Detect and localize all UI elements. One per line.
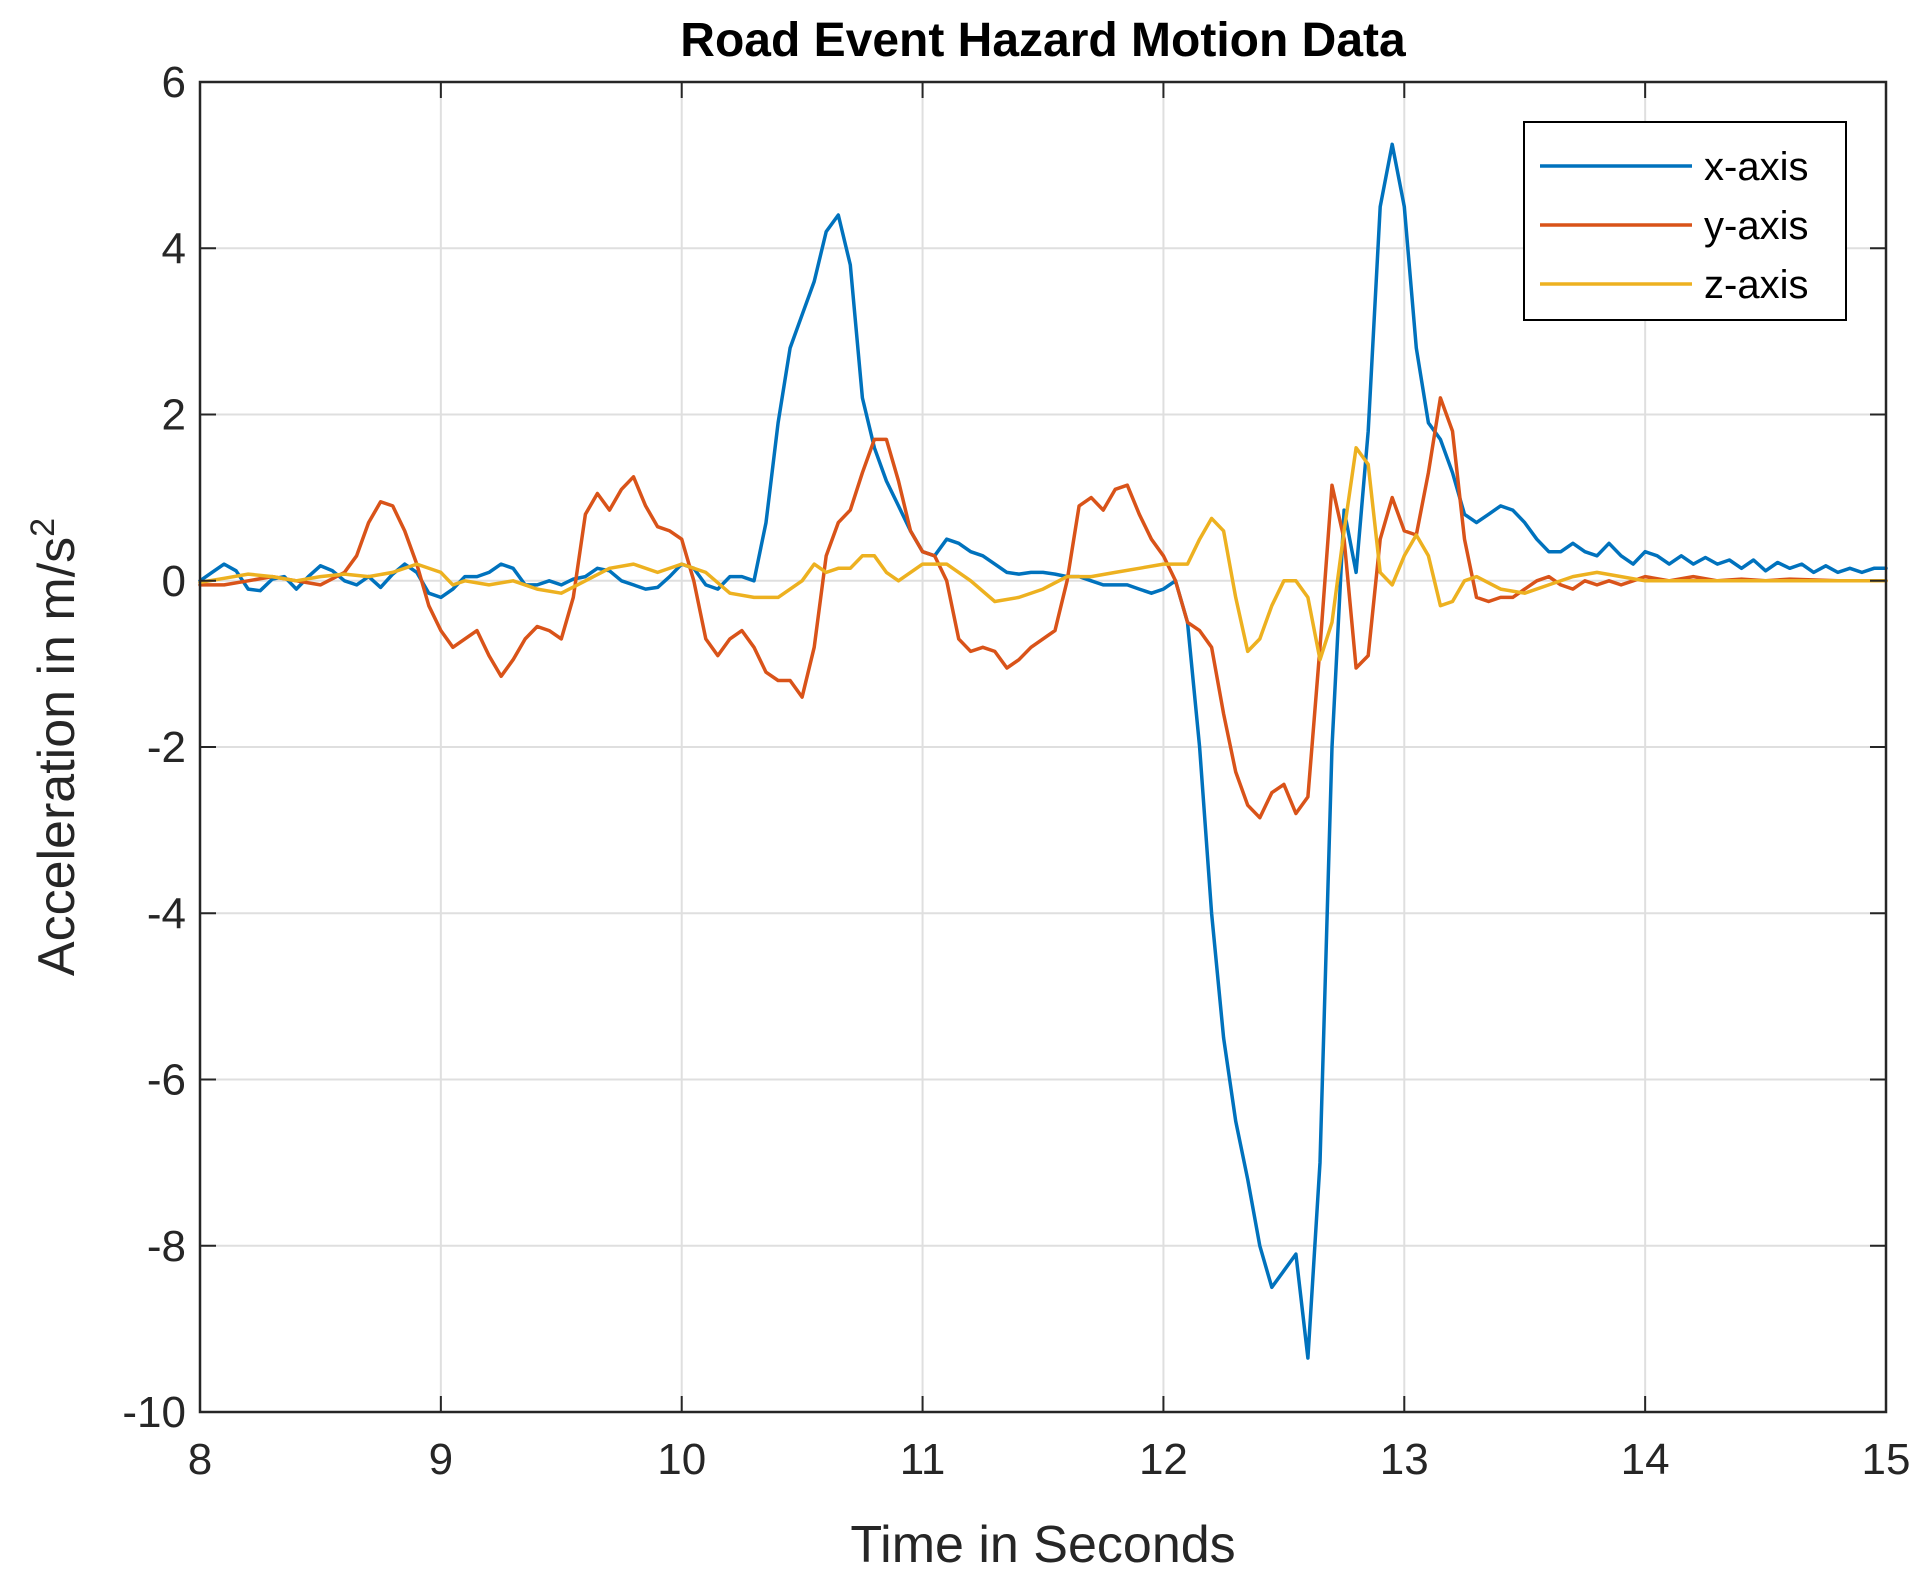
y-tick-label: 0 xyxy=(162,557,186,606)
x-tick-label: 11 xyxy=(900,1435,946,1484)
chart-title: Road Event Hazard Motion Data xyxy=(680,14,1406,67)
y-axis-label-main: Acceleration in m/s xyxy=(28,537,86,976)
legend-label-y-axis: y-axis xyxy=(1704,204,1808,248)
axis-ticks xyxy=(199,81,1887,1413)
y-tick-label: -2 xyxy=(147,723,186,772)
x-tick-label: 10 xyxy=(657,1435,706,1484)
legend: x-axis y-axis z-axis xyxy=(1523,121,1847,321)
x-tick-label: 8 xyxy=(188,1435,212,1484)
legend-entry-z-axis: z-axis xyxy=(1540,263,1808,307)
y-tick-label: -10 xyxy=(122,1388,186,1437)
y-axis-label: Acceleration in m/s2 xyxy=(24,518,86,976)
y-tick-label: 6 xyxy=(162,58,186,107)
legend-entry-y-axis: y-axis xyxy=(1540,204,1808,248)
x-tick-label: 9 xyxy=(429,1435,453,1484)
series-line-y-axis xyxy=(198,396,1888,820)
legend-label-x-axis: x-axis xyxy=(1704,145,1808,189)
legend-box xyxy=(1523,121,1847,321)
y-tick-label: -6 xyxy=(147,1056,186,1105)
x-axis-label: Time in Seconds xyxy=(850,1516,1235,1574)
x-tick-label: 13 xyxy=(1380,1435,1429,1484)
x-tick-label: 15 xyxy=(1862,1435,1911,1484)
y-tick-label: 4 xyxy=(162,224,186,273)
x-tick-label: 14 xyxy=(1621,1435,1670,1484)
legend-label-z-axis: z-axis xyxy=(1704,263,1808,307)
y-tick-label: -4 xyxy=(147,889,186,938)
series-line-z-axis xyxy=(198,446,1888,662)
series-line-x-axis xyxy=(198,142,1888,1360)
y-axis-label-superscript: 2 xyxy=(24,518,62,537)
y-tick-label: 2 xyxy=(162,391,186,440)
legend-entry-x-axis: x-axis xyxy=(1540,145,1808,189)
x-tick-label: 12 xyxy=(1139,1435,1188,1484)
y-tick-label: -8 xyxy=(147,1222,186,1271)
series-lines xyxy=(198,142,1888,1360)
